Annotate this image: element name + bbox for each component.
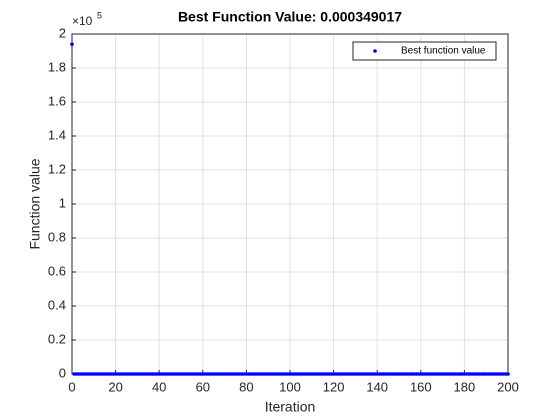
x-tick-label: 200 <box>497 379 519 394</box>
y-multiplier-exponent: 5 <box>97 10 102 20</box>
y-tick-label: 0 <box>59 365 66 380</box>
legend-box <box>352 41 497 61</box>
y-tick-label: 1.6 <box>48 93 66 108</box>
x-tick-label: 120 <box>323 379 345 394</box>
y-tick-label: 0.4 <box>48 297 66 312</box>
y-multiplier: ×10 <box>72 14 93 28</box>
y-tick-label: 2 <box>59 25 66 40</box>
x-tick-label: 60 <box>196 379 210 394</box>
x-tick-label: 20 <box>108 379 122 394</box>
x-tick-label: 180 <box>454 379 476 394</box>
y-tick-label: 0.8 <box>48 229 66 244</box>
legend-label: Best function value <box>401 46 486 57</box>
x-tick-label: 40 <box>152 379 166 394</box>
chart-title: Best Function Value: 0.000349017 <box>178 9 402 25</box>
x-tick-label: 80 <box>239 379 253 394</box>
data-point <box>70 42 74 46</box>
y-axis-label: Function value <box>27 158 43 249</box>
y-tick-label: 1.4 <box>48 127 66 142</box>
x-axis-label: Iteration <box>265 399 316 415</box>
y-tick-label: 0.6 <box>48 263 66 278</box>
x-tick-label: 100 <box>279 379 301 394</box>
y-tick-label: 1 <box>59 195 66 210</box>
x-tick-label: 0 <box>68 379 75 394</box>
x-tick-label: 160 <box>410 379 432 394</box>
data-point <box>506 372 510 376</box>
y-tick-label: 1.8 <box>48 59 66 74</box>
y-tick-label: 1.2 <box>48 161 66 176</box>
legend-marker <box>373 49 377 53</box>
x-tick-label: 140 <box>366 379 388 394</box>
y-tick-label: 0.2 <box>48 331 66 346</box>
